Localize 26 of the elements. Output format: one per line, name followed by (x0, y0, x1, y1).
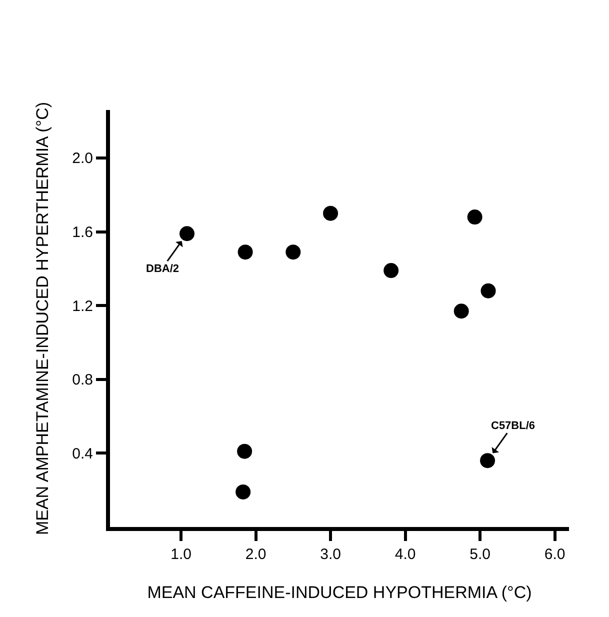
point (480, 283, 496, 298)
y-tick-label: 2.0 (72, 150, 93, 168)
point (467, 210, 482, 225)
point (384, 263, 399, 278)
point (238, 244, 253, 260)
point (286, 244, 301, 260)
y-tick-label: 0.8 (72, 372, 93, 389)
x-tick-label: 2.0 (245, 546, 266, 563)
point (480, 453, 496, 468)
point (454, 304, 469, 319)
point (237, 444, 252, 459)
y-tick-label: 0.4 (72, 445, 93, 462)
x-tick-label: 1.0 (170, 546, 192, 563)
y-axis-title: MEAN AMPHETAMINE-INDUCED HYPERTHERMIA (°C) (33, 102, 52, 536)
x-tick-label: 5.0 (470, 546, 490, 563)
point (180, 226, 194, 242)
x-tick-label: 6.0 (544, 546, 566, 563)
y-tick-label: 1.6 (72, 224, 93, 242)
x-axis-title: MEAN CAFFEINE-INDUCED HYPOTHERMIA (°C) (147, 582, 532, 602)
annotation: DBA/2 (146, 263, 180, 275)
y-tick-label: 1.2 (72, 298, 93, 315)
point (236, 484, 251, 500)
point (323, 206, 338, 221)
x-tick-label: 3.0 (320, 546, 341, 563)
x-tick-label: 4.0 (394, 546, 416, 563)
annotation: C57BL/6 (491, 420, 536, 432)
